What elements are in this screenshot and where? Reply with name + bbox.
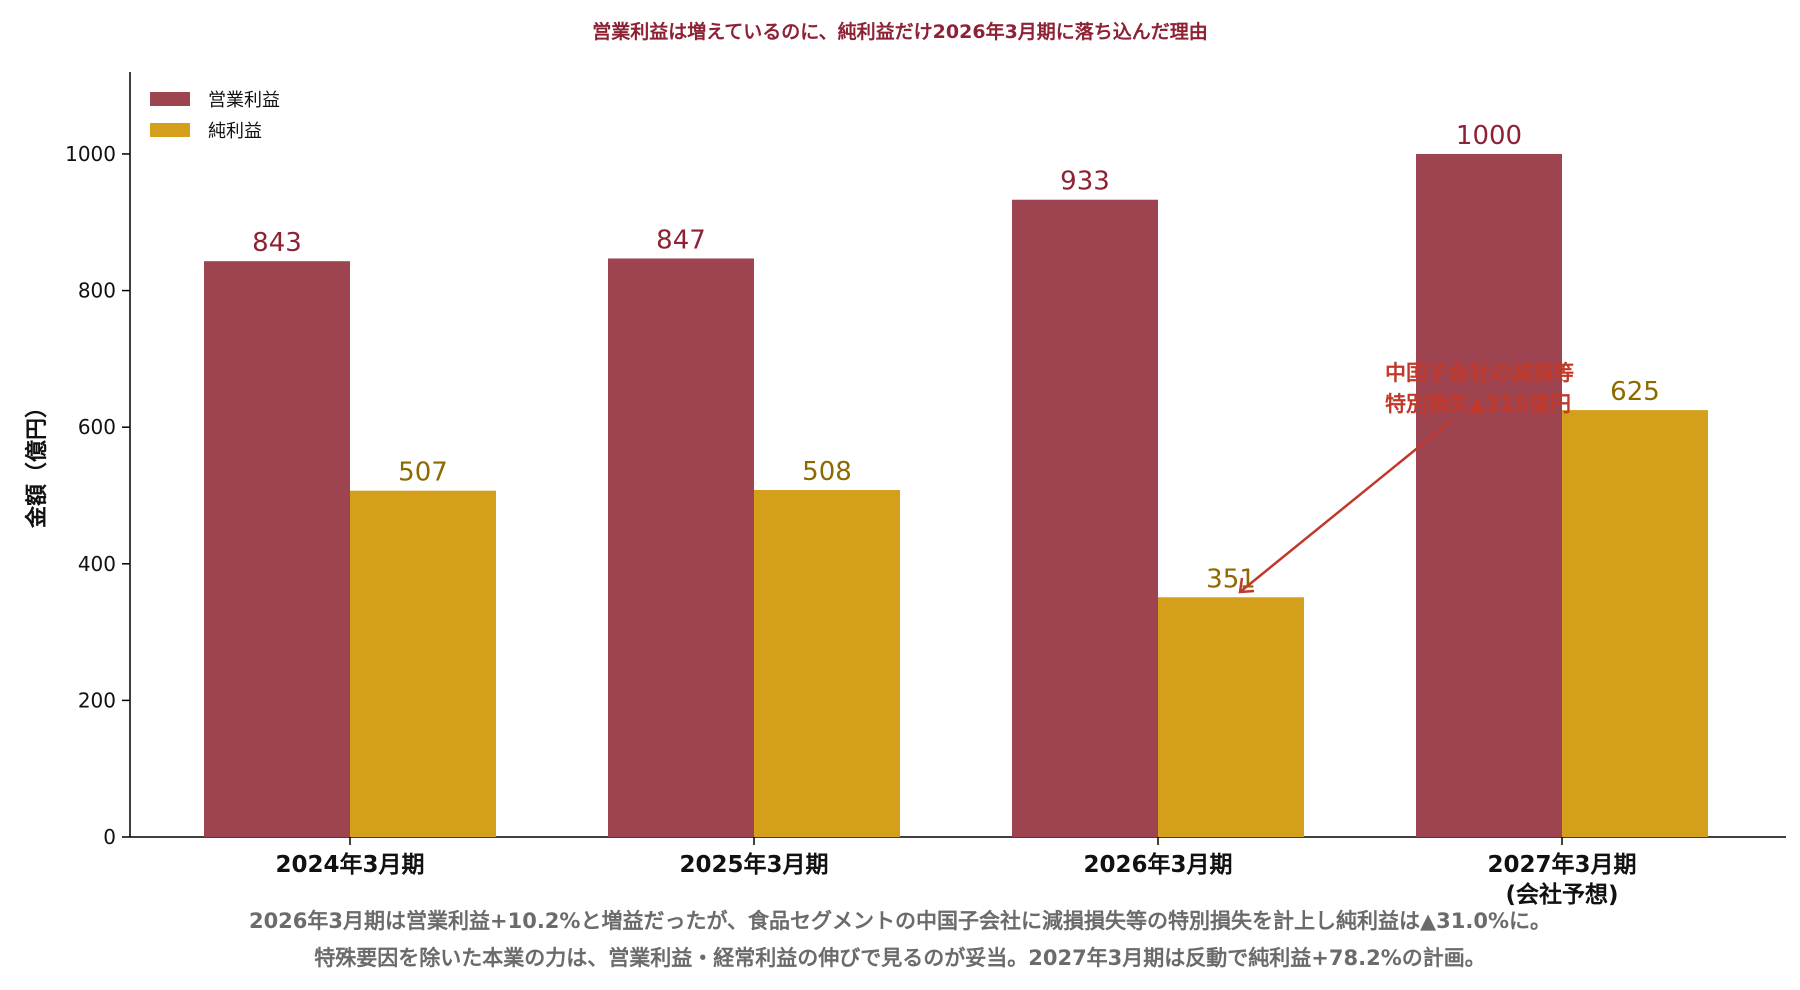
bar-operating bbox=[1012, 199, 1158, 838]
y-tick-label: 400 bbox=[78, 552, 116, 576]
chart-title: 営業利益は増えているのに、純利益だけ2026年3月期に落ち込んだ理由 bbox=[592, 20, 1208, 43]
y-tick-label: 800 bbox=[78, 279, 116, 303]
y-tick-label: 600 bbox=[78, 415, 116, 439]
annotation-line-2: 特別損失▲315億円 bbox=[1385, 392, 1571, 416]
data-label-operating: 933 bbox=[1060, 167, 1110, 197]
y-tick-label: 0 bbox=[103, 825, 116, 849]
footnote-line-2: 特殊要因を除いた本業の力は、営業利益・経常利益の伸びで見るのが妥当。2027年3… bbox=[314, 946, 1486, 970]
bar-operating bbox=[204, 261, 350, 837]
data-label-operating: 843 bbox=[252, 228, 302, 258]
legend: 営業利益 純利益 bbox=[150, 90, 280, 142]
x-tick-label: 2026年3月期 bbox=[1083, 851, 1232, 878]
bar-net bbox=[1562, 410, 1708, 837]
y-axis-label: 金額（億円） bbox=[24, 396, 50, 529]
data-label-operating: 847 bbox=[656, 225, 706, 255]
x-tick-label: 2024年3月期 bbox=[275, 851, 424, 878]
data-label-net: 625 bbox=[1610, 377, 1660, 407]
legend-label-net: 純利益 bbox=[208, 121, 262, 142]
bar-net bbox=[350, 490, 496, 837]
bar-net bbox=[1158, 597, 1304, 837]
data-label-operating: 1000 bbox=[1456, 121, 1522, 151]
data-label-net: 507 bbox=[398, 458, 448, 488]
annotation-line-1: 中国子会社の減損等 bbox=[1385, 361, 1574, 385]
x-tick-label: 2027年3月期 bbox=[1487, 851, 1636, 878]
y-tick-label: 1000 bbox=[65, 142, 116, 166]
y-tick-label: 200 bbox=[78, 688, 116, 712]
bar-operating bbox=[608, 258, 754, 837]
legend-swatch-net bbox=[150, 123, 190, 137]
x-tick-label: (会社予想) bbox=[1505, 881, 1618, 908]
data-label-net: 508 bbox=[802, 457, 852, 487]
annotation-arrow bbox=[1239, 419, 1453, 593]
annotation-arrow-head bbox=[1238, 577, 1255, 594]
annotation: 中国子会社の減損等 特別損失▲315億円 bbox=[1238, 361, 1574, 594]
bar-net bbox=[754, 490, 900, 837]
legend-label-operating: 営業利益 bbox=[208, 90, 280, 111]
footnote-line-1: 2026年3月期は営業利益+10.2%と増益だったが、食品セグメントの中国子会社… bbox=[249, 909, 1551, 933]
data-label-net: 351 bbox=[1206, 564, 1256, 594]
legend-swatch-operating bbox=[150, 92, 190, 106]
x-tick-label: 2025年3月期 bbox=[679, 851, 828, 878]
y-axis: 0 200 400 600 800 1000 bbox=[65, 72, 131, 849]
bar-operating bbox=[1416, 153, 1562, 837]
